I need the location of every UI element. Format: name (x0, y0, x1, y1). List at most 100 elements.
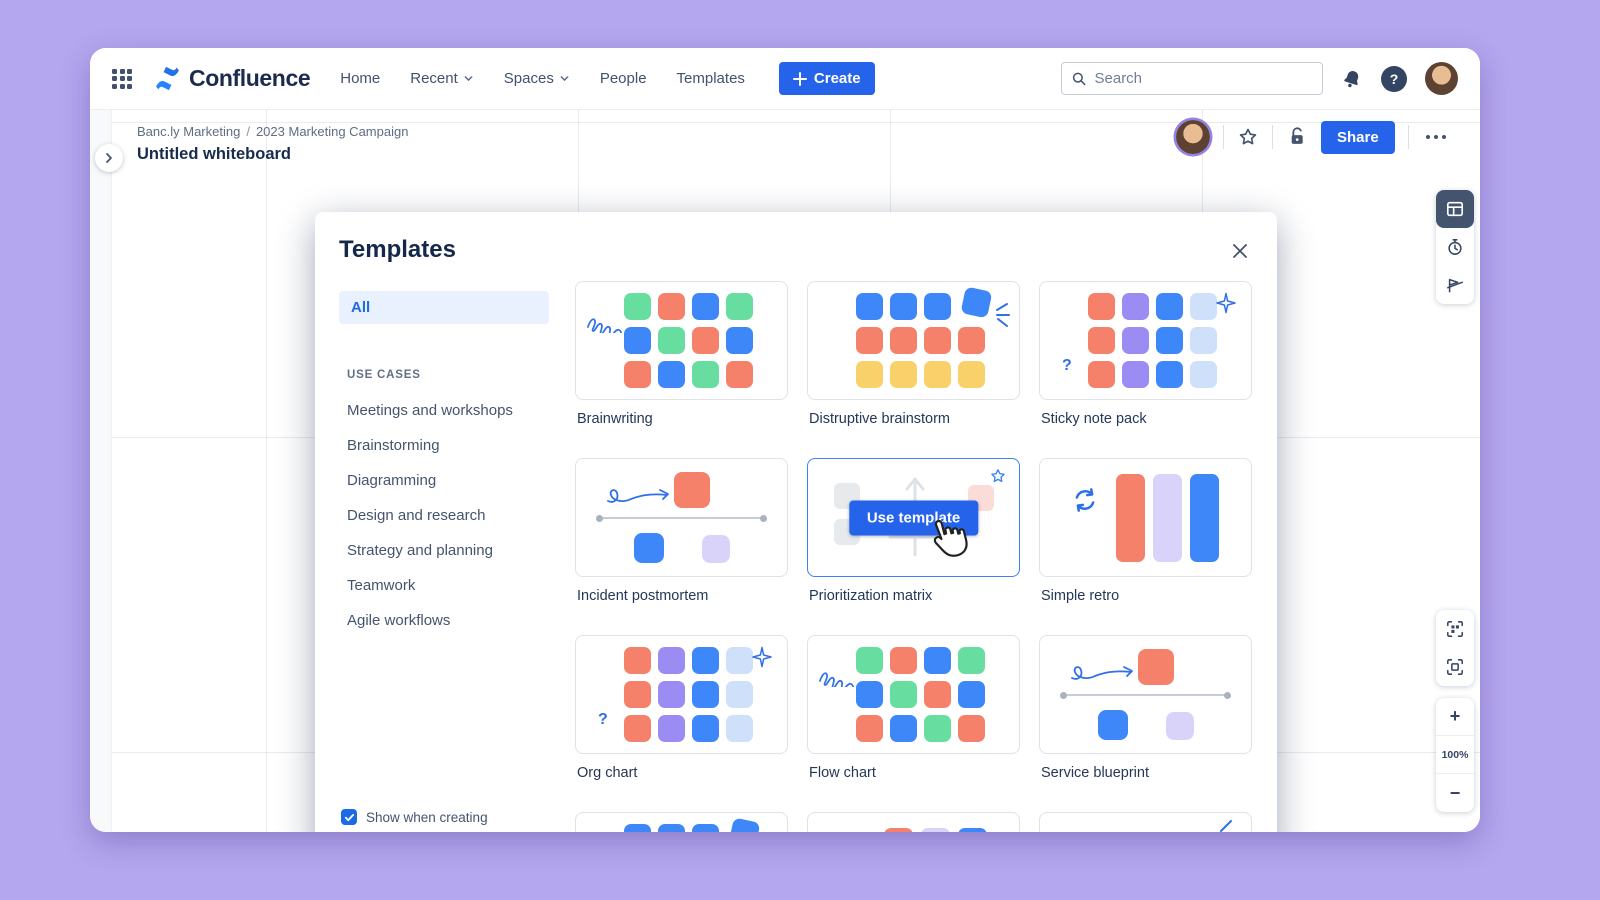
minimap-icon[interactable] (1436, 610, 1474, 648)
template-cell-org-chart: ? Org chart (575, 635, 788, 781)
expand-sidebar-button[interactable] (95, 144, 123, 172)
sticky-note (1156, 293, 1183, 320)
sticky-note (924, 327, 951, 354)
divider (1407, 125, 1409, 149)
sticky-note (692, 327, 719, 354)
help-icon[interactable]: ? (1381, 65, 1407, 92)
hand-pointer-cursor (933, 519, 968, 557)
create-button[interactable]: Create (778, 62, 875, 95)
retro-column (1153, 473, 1182, 562)
sticky-note (856, 361, 883, 388)
sticky-note (958, 327, 985, 354)
template-card[interactable] (807, 281, 1020, 400)
sticky-note-grid (856, 647, 985, 742)
retro-column (884, 827, 913, 832)
whiteboard-canvas[interactable]: Banc.ly Marketing / 2023 Marketing Campa… (90, 110, 1480, 832)
zoom-in-button[interactable]: + (1436, 698, 1474, 736)
template-thumbnail (808, 813, 1019, 832)
nav-item-home[interactable]: Home (340, 70, 380, 87)
retro-column (958, 827, 987, 832)
board-actions: Share (1176, 120, 1450, 154)
nav-item-spaces[interactable]: Spaces (504, 70, 570, 87)
app-window: Confluence Home Recent Spaces People Templat… (90, 48, 1480, 832)
timeline-line (1060, 691, 1231, 699)
template-thumbnail (1040, 459, 1251, 576)
create-button-label: Create (813, 70, 861, 87)
template-thumbnail (576, 459, 787, 576)
user-avatar[interactable] (1425, 62, 1458, 95)
sidebar-item-diagramming[interactable]: Diagramming (347, 472, 437, 489)
sidebar-item-design-and-research[interactable]: Design and research (347, 507, 486, 524)
search-input[interactable] (1094, 70, 1312, 87)
zoom-level: 100% (1436, 736, 1474, 774)
modal-sidebar: All USE CASES Meetings and workshops Brai… (339, 291, 549, 638)
template-cell-partial (807, 812, 1020, 832)
template-card[interactable] (575, 812, 788, 832)
zoom-out-button[interactable]: − (1449, 782, 1461, 803)
use-cases-list: Meetings and workshops Brainstorming Diagr… (339, 393, 549, 638)
template-card[interactable] (575, 281, 788, 400)
template-cell-distruptive-brainstorm: Distruptive brainstorm (807, 281, 1020, 427)
nav-item-people[interactable]: People (600, 70, 647, 87)
sticky-note (924, 293, 951, 320)
template-card[interactable] (807, 812, 1020, 832)
template-card[interactable]: ? (575, 635, 788, 754)
show-when-creating-checkbox[interactable]: Show when creating (341, 809, 488, 825)
sidebar-item-teamwork[interactable]: Teamwork (347, 577, 416, 594)
sticky-note (1190, 327, 1217, 354)
confluence-logo[interactable]: Confluence (154, 65, 311, 92)
sidebar-item-strategy-and-planning[interactable]: Strategy and planning (347, 542, 493, 559)
squiggle-doodle-icon (587, 318, 623, 333)
template-card-label: Service blueprint (1041, 765, 1149, 781)
notifications-bell-icon[interactable] (1341, 68, 1363, 90)
nav-item-label: Home (340, 70, 381, 87)
share-button-label: Share (1337, 128, 1379, 146)
template-card[interactable]: ? (1039, 281, 1252, 400)
template-card[interactable] (807, 635, 1020, 754)
sparkle-icon (1216, 292, 1236, 314)
close-icon[interactable] (1229, 240, 1251, 262)
template-card[interactable] (1039, 812, 1252, 832)
nav-item-recent[interactable]: Recent (410, 70, 474, 87)
breadcrumb: Banc.ly Marketing / 2023 Marketing Campa… (137, 124, 408, 139)
sticky-note (624, 361, 651, 388)
board-title[interactable]: Untitled whiteboard (137, 145, 291, 163)
zoom-to-fit-icon[interactable] (1436, 648, 1474, 686)
nav-item-templates[interactable]: Templates (677, 70, 745, 87)
sticky-note (1156, 361, 1183, 388)
template-card[interactable]: Use template (807, 458, 1020, 577)
sidebar-item-agile-workflows[interactable]: Agile workflows (347, 612, 451, 629)
templates-tool-icon[interactable] (1436, 190, 1474, 228)
sticky-note (890, 715, 917, 742)
template-card[interactable] (1039, 458, 1252, 577)
zoom-panel: + 100% − (1436, 698, 1474, 812)
breadcrumb-space[interactable]: Banc.ly Marketing (137, 124, 241, 139)
template-grid: Brainwriting Distruptive brainstorm? Stick… (575, 281, 1252, 832)
timer-tool-icon[interactable] (1436, 228, 1474, 266)
timeline-note (1166, 712, 1194, 740)
sticky-note (958, 715, 985, 742)
more-options-icon[interactable] (1422, 131, 1451, 144)
template-thumbnail: ? (1040, 282, 1251, 399)
use-cases-section-label: USE CASES (347, 369, 421, 381)
sidebar-item-meetings-and-workshops[interactable]: Meetings and workshops (347, 402, 513, 419)
sticky-note (726, 681, 753, 708)
unlock-icon[interactable] (1286, 126, 1308, 148)
squiggle-doodle-icon (819, 672, 855, 687)
sidebar-item-brainstorming[interactable]: Brainstorming (347, 437, 440, 454)
collaborator-avatar[interactable] (1176, 120, 1210, 154)
breadcrumb-page[interactable]: 2023 Marketing Campaign (255, 124, 409, 139)
sidebar-item-all[interactable]: All (339, 291, 549, 324)
template-card-label: Prioritization matrix (809, 588, 933, 604)
sticky-note (924, 715, 951, 742)
template-card-label: Distruptive brainstorm (809, 411, 951, 427)
retro-column (1116, 473, 1145, 562)
share-button[interactable]: Share (1321, 120, 1395, 154)
star-icon[interactable] (1237, 126, 1259, 148)
voting-tool-icon[interactable] (1436, 266, 1474, 304)
app-switcher-icon[interactable] (112, 68, 132, 89)
sticky-note-grid (624, 293, 753, 388)
template-card[interactable] (1039, 635, 1252, 754)
template-card[interactable] (575, 458, 788, 577)
search-input-wrap (1061, 62, 1323, 95)
